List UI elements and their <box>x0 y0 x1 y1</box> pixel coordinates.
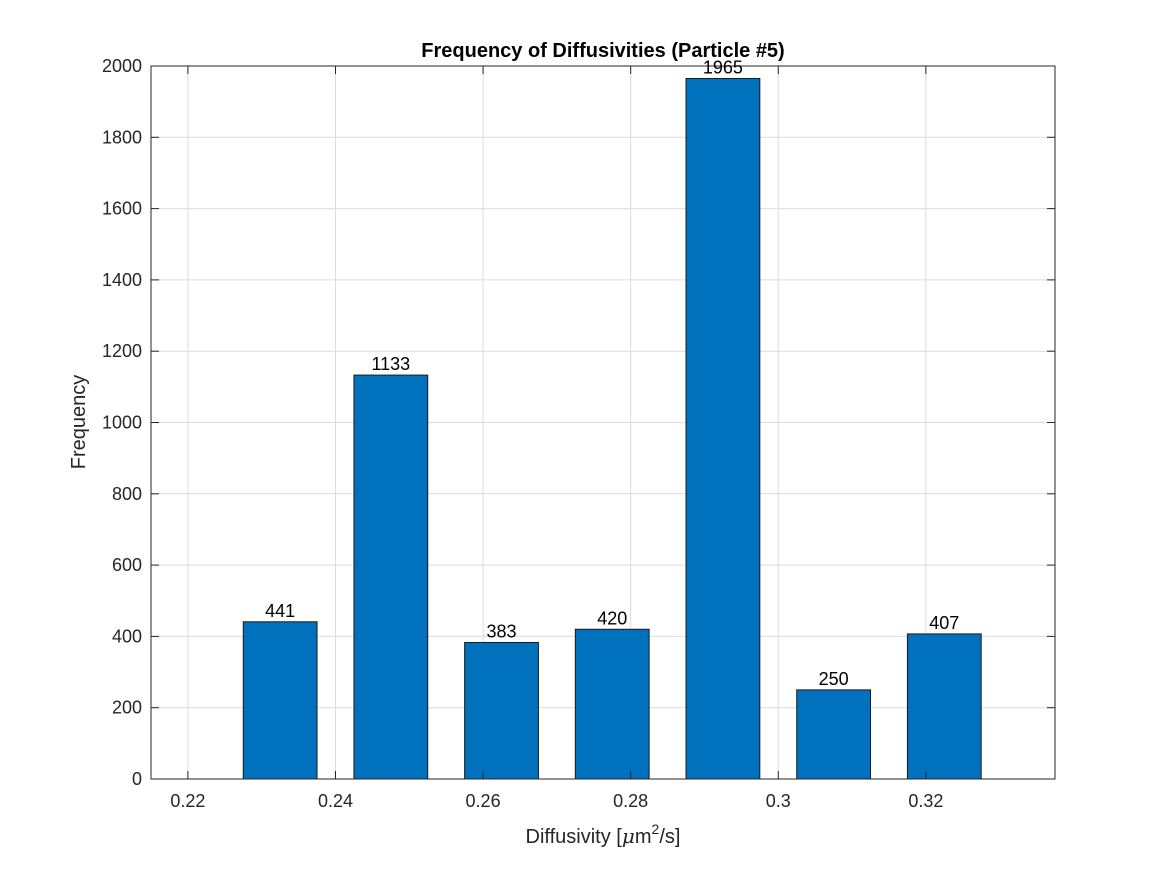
bar-value-label: 383 <box>487 621 517 641</box>
y-tick-label: 0 <box>132 769 142 789</box>
bar <box>796 689 872 780</box>
x-tick-label: 0.28 <box>613 791 648 811</box>
y-tick-label: 1800 <box>102 127 142 147</box>
x-axis-label-exponent: 2 <box>652 821 660 837</box>
bar <box>242 621 318 780</box>
bar <box>685 77 761 780</box>
bars <box>242 77 982 780</box>
y-tick-label: 1200 <box>102 341 142 361</box>
ticks: 0.22 0.24 0.26 0.28 0.3 0.32 0 200 400 600 800 1000… <box>102 56 1055 811</box>
data-labels: 441 1133 383 420 1965 250 407 <box>265 57 959 688</box>
y-tick-label: 1000 <box>102 413 142 433</box>
bar <box>574 628 650 780</box>
x-axis-label: Diffusivity [μm2/s] <box>526 821 681 848</box>
x-axis-label-unit: m <box>635 826 652 848</box>
chart-title: Frequency of Diffusivities (Particle #5) <box>421 40 784 62</box>
y-tick-label: 800 <box>112 484 142 504</box>
x-tick-label: 0.22 <box>170 791 205 811</box>
bar-value-label: 1133 <box>371 354 410 374</box>
x-tick-label: 0.26 <box>466 791 501 811</box>
bar <box>353 374 429 780</box>
y-tick-label: 1600 <box>102 199 142 219</box>
x-axis-label-text: Diffusivity [ <box>526 826 623 848</box>
y-tick-label: 1400 <box>102 270 142 290</box>
x-axis-label-suffix: /s] <box>659 826 680 848</box>
bar-value-label: 407 <box>929 613 959 633</box>
x-tick-label: 0.32 <box>908 791 943 811</box>
bar-value-label: 1965 <box>703 57 743 77</box>
x-tick-label: 0.3 <box>766 791 791 811</box>
x-tick-label: 0.24 <box>318 791 353 811</box>
y-tick-label: 2000 <box>102 56 142 76</box>
bar-value-label: 250 <box>819 669 849 689</box>
bar-value-label: 441 <box>265 601 295 621</box>
y-tick-label: 600 <box>112 555 142 575</box>
y-tick-label: 200 <box>112 698 142 718</box>
x-axis-label-mu: μ <box>622 824 635 848</box>
bar-value-label: 420 <box>597 608 627 628</box>
bar <box>464 641 539 780</box>
y-tick-label: 400 <box>112 626 142 646</box>
bar <box>906 633 982 780</box>
y-axis-label: Frequency <box>68 375 90 470</box>
